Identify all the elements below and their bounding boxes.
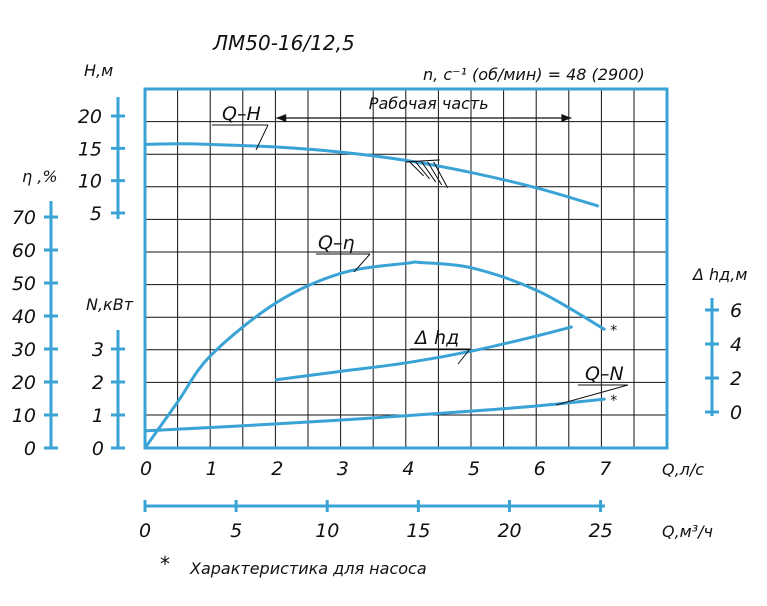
- x-axis-label: Q,л/с: [662, 460, 704, 479]
- x-tick-label: 5: [468, 458, 480, 480]
- x2-tick-label: 5: [230, 520, 242, 542]
- speed-label: n, c⁻¹ (об/мин) = 48 (2900): [423, 65, 645, 84]
- x2-tick-label: 15: [406, 520, 430, 542]
- npsh-tick-label: 4: [730, 334, 742, 356]
- head-tick-label: 15: [78, 138, 102, 160]
- power-tick-label: 3: [92, 339, 104, 361]
- x-tick-label: 2: [271, 458, 283, 480]
- x-tick-label: 6: [534, 458, 546, 480]
- efficiency-tick-label: 10: [12, 405, 36, 427]
- chart-title: ЛМ50-16/12,5: [212, 31, 355, 55]
- efficiency-tick-label: 30: [12, 339, 36, 361]
- head-tick-label: 10: [78, 171, 102, 193]
- curve-q-eta: [143, 260, 606, 450]
- efficiency-axis-label: η ,%: [22, 167, 58, 186]
- hatch-line: [421, 161, 437, 183]
- q-n-label: Q–N: [585, 363, 624, 385]
- working-range-arrowhead-left: [276, 114, 287, 122]
- q-eta-label: Q–η: [318, 232, 355, 254]
- head-axis-label: H,м: [84, 61, 113, 80]
- footnote-text: Характеристика для насоса: [189, 559, 427, 578]
- efficiency-tick-label: 40: [12, 306, 36, 328]
- efficiency-tick-label: 0: [24, 438, 36, 460]
- power-tick-label: 1: [92, 405, 104, 427]
- npsh-tick-label: 2: [730, 368, 742, 390]
- npsh-tick-label: 6: [730, 300, 742, 322]
- dh-leader: [457, 348, 471, 365]
- x2-tick-label: 0: [139, 520, 151, 542]
- x-tick-label: 0: [140, 458, 152, 480]
- q-h-label: Q–H: [222, 103, 261, 125]
- curves: **: [143, 142, 617, 450]
- efficiency-tick-label: 70: [12, 207, 36, 229]
- working-range-arrowhead-right: [561, 114, 572, 122]
- x2-tick-label: 10: [315, 520, 339, 542]
- power-axis-label: N,кВт: [86, 295, 134, 314]
- x2-axis-label: Q,м³/ч: [662, 522, 713, 541]
- hatch-line: [433, 161, 449, 189]
- curve-dh: [274, 325, 573, 382]
- x-tick-label: 4: [402, 458, 414, 480]
- dh-label: Δ hд: [413, 327, 459, 349]
- x-tick-label: 3: [337, 458, 349, 480]
- plot-frame: [143, 87, 669, 450]
- working-range-label: Рабочая часть: [369, 94, 489, 113]
- head-tick-label: 5: [90, 203, 102, 225]
- x2-tick-label: 20: [497, 520, 521, 542]
- axes: 0 1 2 3 4 5 6 7 Q,л/с0 5 10 15 20 25 Q,м³/ч5101520H,м0…: [12, 61, 748, 542]
- curve-labels: Рабочая часть Q–H Q–η Δ hд Q–N: [212, 94, 629, 406]
- power-tick-label: 0: [92, 438, 104, 460]
- q-n-leader: [555, 384, 629, 406]
- hatch-line: [427, 161, 443, 186]
- curve-q-n-marker: *: [610, 393, 617, 409]
- power-tick-label: 2: [92, 372, 104, 394]
- efficiency-tick-label: 50: [12, 273, 36, 295]
- hatch-line: [409, 161, 424, 177]
- efficiency-tick-label: 20: [12, 372, 36, 394]
- efficiency-tick-label: 60: [12, 240, 36, 262]
- x-tick-label: 1: [206, 458, 218, 480]
- q-h-leader: [255, 124, 269, 151]
- plot-grid: [143, 87, 669, 450]
- head-tick-label: 20: [78, 106, 102, 128]
- npsh-tick-label: 0: [730, 402, 742, 424]
- curve-q-eta-marker: *: [610, 323, 617, 339]
- curve-q-n: [143, 397, 606, 433]
- x-tick-label: 7: [599, 458, 611, 480]
- curve-q-h: [143, 142, 600, 208]
- npsh-axis-label: Δ hд,м: [691, 265, 747, 284]
- footnote-marker: *: [160, 552, 170, 576]
- q-eta-leader: [353, 253, 371, 273]
- x2-tick-label: 25: [589, 520, 613, 542]
- hatch-line: [415, 161, 431, 180]
- hatch-base: [405, 159, 440, 163]
